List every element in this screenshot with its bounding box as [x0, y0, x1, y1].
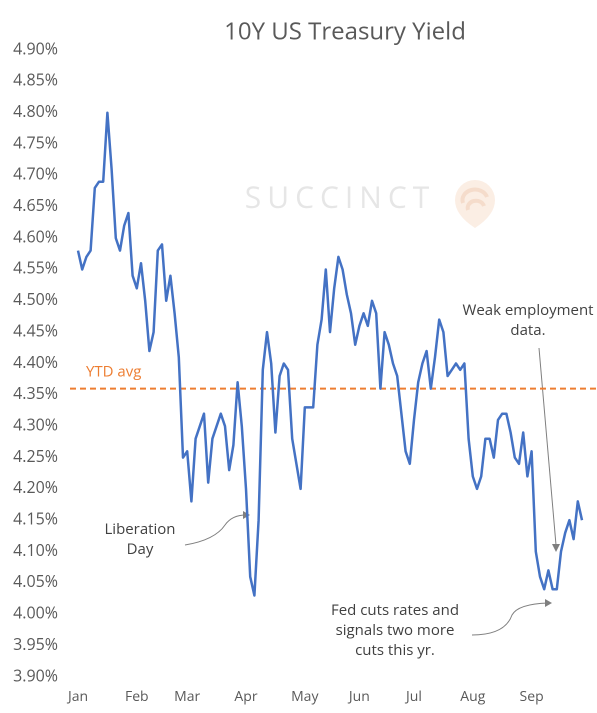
annotation-arrows: [184, 347, 557, 636]
x-tick-label: Jan: [66, 687, 88, 706]
y-tick-label: 3.90%: [13, 664, 58, 686]
annotation: Weak employment: [462, 300, 593, 320]
y-tick-label: 4.30%: [13, 413, 58, 435]
y-tick-label: 4.85%: [13, 69, 58, 91]
y-tick-label: 4.15%: [13, 508, 58, 530]
x-tick-label: Mar: [174, 687, 200, 706]
y-tick-label: 4.50%: [13, 288, 58, 310]
x-tick-label: Sep: [520, 687, 544, 706]
annotation: Liberation: [104, 519, 175, 539]
y-tick-label: 4.00%: [13, 602, 58, 624]
y-tick-label: 3.95%: [13, 633, 58, 655]
y-tick-label: 4.55%: [13, 257, 58, 279]
annotation: Day: [127, 539, 154, 559]
y-tick-label: 4.80%: [13, 100, 58, 122]
x-tick-label: Jul: [404, 687, 422, 706]
chart-title: 10Y US Treasury Yield: [224, 14, 466, 47]
y-tick-label: 4.40%: [13, 351, 58, 373]
y-tick-label: 4.35%: [13, 382, 58, 404]
y-tick-label: 4.75%: [13, 131, 58, 153]
watermark: SUCCINCT: [245, 176, 436, 217]
y-tick-label: 4.60%: [13, 225, 58, 247]
y-tick-label: 4.05%: [13, 570, 58, 592]
x-tick-label: Feb: [125, 687, 149, 706]
y-tick-label: 4.25%: [13, 445, 58, 467]
x-tick-label: May: [291, 687, 319, 706]
y-tick-label: 4.70%: [13, 163, 58, 185]
annotation: signals two more: [336, 620, 455, 640]
y-tick-label: 4.45%: [13, 319, 58, 341]
ref-line-label: YTD avg: [86, 362, 141, 382]
x-tick-label: Jun: [347, 687, 370, 706]
y-tick-label: 4.10%: [13, 539, 58, 561]
y-tick-label: 4.20%: [13, 476, 58, 498]
x-tick-label: Apr: [234, 687, 257, 706]
annotation: Fed cuts rates and: [331, 600, 459, 620]
watermark-logo: [455, 180, 495, 228]
annotation: data.: [510, 320, 545, 340]
y-tick-label: 4.65%: [13, 194, 58, 216]
line-series: [76, 111, 584, 597]
arrow-heads: [243, 511, 560, 607]
y-tick-label: 4.90%: [13, 37, 58, 59]
annotation: cuts this yr.: [355, 640, 435, 660]
x-tick-label: Aug: [460, 687, 485, 706]
